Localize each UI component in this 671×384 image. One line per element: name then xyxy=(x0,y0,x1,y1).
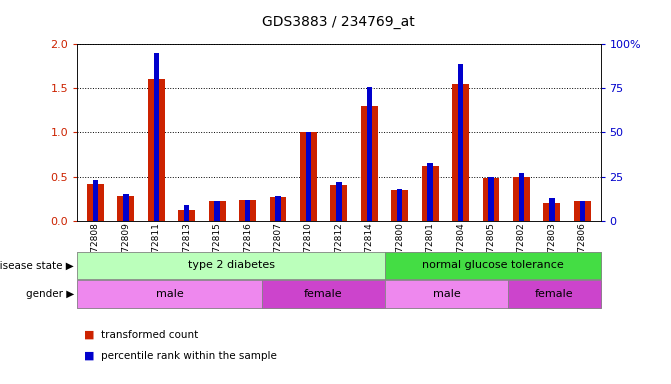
Bar xyxy=(391,190,408,221)
Bar xyxy=(215,201,220,221)
Bar xyxy=(385,280,508,308)
Bar xyxy=(580,201,585,221)
Bar xyxy=(148,79,164,221)
Bar xyxy=(184,205,189,221)
Bar xyxy=(482,179,499,221)
Bar xyxy=(331,185,347,221)
Text: percentile rank within the sample: percentile rank within the sample xyxy=(101,351,276,361)
Text: gender ▶: gender ▶ xyxy=(25,289,74,299)
Bar xyxy=(239,200,256,221)
Bar xyxy=(300,132,317,221)
Bar xyxy=(178,210,195,221)
Bar xyxy=(77,252,385,279)
Bar xyxy=(366,86,372,221)
Bar xyxy=(513,177,530,221)
Bar xyxy=(336,182,342,221)
Bar xyxy=(275,196,280,221)
Bar xyxy=(385,252,601,279)
Text: GDS3883 / 234769_at: GDS3883 / 234769_at xyxy=(262,15,415,29)
Text: normal glucose tolerance: normal glucose tolerance xyxy=(422,260,564,270)
Text: ■: ■ xyxy=(84,330,95,340)
Bar xyxy=(262,280,385,308)
Bar xyxy=(508,280,601,308)
Bar xyxy=(452,84,469,221)
Text: female: female xyxy=(304,289,343,299)
Text: female: female xyxy=(535,289,574,299)
Bar xyxy=(427,162,433,221)
Bar xyxy=(154,53,159,221)
Text: type 2 diabetes: type 2 diabetes xyxy=(188,260,274,270)
Text: transformed count: transformed count xyxy=(101,330,198,340)
Text: male: male xyxy=(433,289,460,299)
Bar xyxy=(123,194,129,221)
Bar xyxy=(93,180,98,221)
Bar xyxy=(519,173,524,221)
Text: disease state ▶: disease state ▶ xyxy=(0,260,74,270)
Bar xyxy=(209,201,225,221)
Text: male: male xyxy=(156,289,183,299)
Bar xyxy=(361,106,378,221)
Bar xyxy=(270,197,287,221)
Bar xyxy=(574,201,590,221)
Bar xyxy=(306,132,311,221)
Bar xyxy=(458,64,463,221)
Bar xyxy=(117,196,134,221)
Bar xyxy=(488,177,494,221)
Bar xyxy=(77,280,262,308)
Bar xyxy=(544,203,560,221)
Bar xyxy=(245,200,250,221)
Bar xyxy=(397,189,403,221)
Text: ■: ■ xyxy=(84,351,95,361)
Bar xyxy=(87,184,104,221)
Bar xyxy=(549,198,555,221)
Bar xyxy=(422,166,439,221)
